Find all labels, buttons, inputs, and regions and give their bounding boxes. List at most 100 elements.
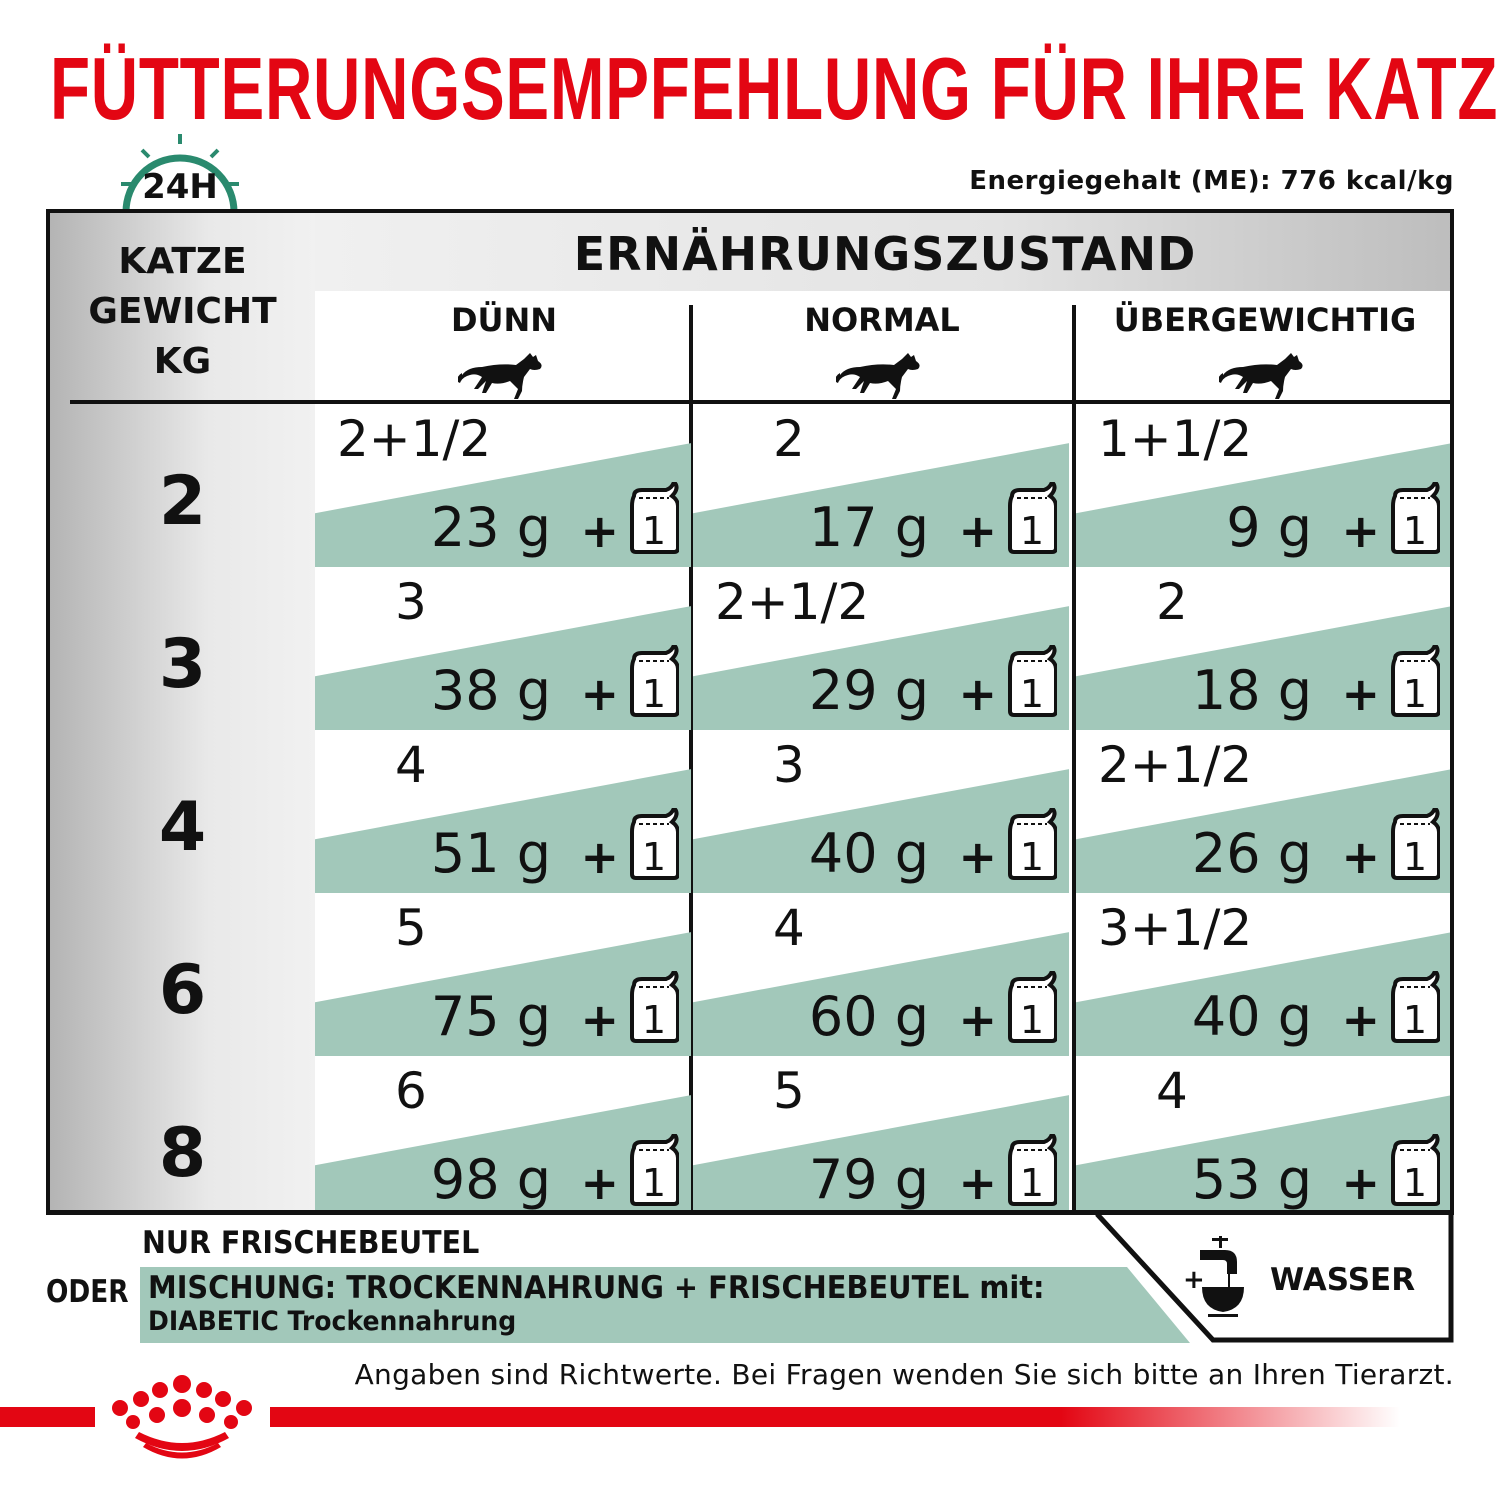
table-cell: 5 79 g +1 — [693, 1056, 1069, 1211]
pouch-icon: 1 — [1008, 1134, 1057, 1206]
legend-mix-line2: DIABETIC Trockennahrung — [148, 1306, 517, 1337]
cat-icon — [836, 353, 920, 399]
plus-sign: + — [1341, 504, 1380, 558]
dry-food-grams: 9 g — [1226, 496, 1312, 559]
pouch-icon: 1 — [1391, 971, 1440, 1043]
cat-icon — [1219, 353, 1303, 399]
weight-header-line2: GEWICHT — [88, 291, 277, 332]
portion-count: 2+1/2 — [1098, 736, 1253, 794]
portion-count: 1+1/2 — [1098, 410, 1253, 468]
disclaimer: Angaben sind Richtwerte. Bei Fragen wend… — [354, 1358, 1454, 1391]
dry-food-grams: 40 g — [1191, 985, 1312, 1048]
pouch-icon: 1 — [1391, 808, 1440, 880]
portion-count: 3 — [395, 573, 427, 631]
plus-sign: + — [580, 1156, 619, 1210]
table-cell: 5 75 g +1 — [315, 893, 691, 1056]
red-stripe — [0, 1407, 95, 1427]
royal-canin-crown-logo — [112, 1375, 252, 1459]
plus-sign: + — [958, 830, 997, 884]
legend-mix-band — [140, 1267, 1190, 1343]
plus-sign: + — [1341, 667, 1380, 721]
dry-food-grams: 53 g — [1191, 1148, 1312, 1211]
column-divider — [1072, 305, 1076, 1210]
plus-sign: + — [580, 667, 619, 721]
table-cell: 2 18 g +1 — [1076, 567, 1450, 730]
pouch-icon: 1 — [630, 645, 679, 717]
legend-mix-line1: MISCHUNG: TROCKENNAHRUNG + FRISCHEBEUTEL… — [148, 1270, 1045, 1306]
table-cell: 4 60 g +1 — [693, 893, 1069, 1056]
portion-count: 3+1/2 — [1098, 899, 1253, 957]
pouch-count: 1 — [642, 835, 666, 879]
plus-sign: + — [1341, 830, 1380, 884]
dry-food-grams: 23 g — [430, 496, 551, 559]
pouch-count: 1 — [1020, 835, 1044, 879]
column-header-0: DÜNN — [315, 301, 693, 399]
portion-count: 6 — [395, 1062, 427, 1120]
dry-food-grams: 40 g — [808, 822, 929, 885]
pouch-count: 1 — [1020, 509, 1044, 553]
table-cell: 3 38 g +1 — [315, 567, 691, 730]
table-cell: 2+1/2 29 g +1 — [693, 567, 1069, 730]
column-header-1: NORMAL — [693, 301, 1071, 399]
pouch-icon: 1 — [630, 482, 679, 554]
water-label: WASSER — [1270, 1262, 1416, 1298]
pouch-icon: 1 — [1391, 482, 1440, 554]
column-header-label: NORMAL — [804, 301, 960, 339]
pouch-count: 1 — [1403, 998, 1427, 1042]
nutrition-state-header: ERNÄHRUNGSZUSTAND — [573, 227, 1197, 281]
portion-count: 2 — [1156, 573, 1188, 631]
table-cell: 6 98 g +1 — [315, 1056, 691, 1211]
table-cell: 3 40 g +1 — [693, 730, 1069, 893]
dry-food-grams: 17 g — [808, 496, 929, 559]
portion-count: 4 — [773, 899, 805, 957]
pouch-count: 1 — [642, 509, 666, 553]
legend-or: ODER — [46, 1274, 129, 1310]
feeding-table: ERNÄHRUNGSZUSTAND KATZE GEWICHT KG DÜNN N… — [46, 209, 1454, 1215]
legend-fresh-only: NUR FRISCHEBEUTEL — [142, 1225, 480, 1261]
pouch-count: 1 — [1020, 672, 1044, 716]
page-title: FÜTTERUNGSEMPFEHLUNG FÜR IHRE KATZE — [50, 39, 1500, 138]
weight-header-line1: KATZE — [118, 241, 247, 282]
dry-food-grams: 29 g — [808, 659, 929, 722]
pouch-count: 1 — [1403, 672, 1427, 716]
dry-food-grams: 75 g — [430, 985, 551, 1048]
table-cell: 4 51 g +1 — [315, 730, 691, 893]
table-cell: 2 17 g +1 — [693, 404, 1069, 567]
dry-food-grams: 60 g — [808, 985, 929, 1048]
pouch-icon: 1 — [630, 1134, 679, 1206]
pouch-icon: 1 — [1391, 645, 1440, 717]
table-cell: 2+1/2 23 g +1 — [315, 404, 691, 567]
weight-column-bg — [50, 213, 315, 1210]
clock-24h-icon: 24H — [121, 134, 239, 212]
header-divider — [70, 400, 1450, 404]
plus-sign: + — [1341, 993, 1380, 1047]
plus-sign: + — [580, 993, 619, 1047]
dry-food-grams: 98 g — [430, 1148, 551, 1211]
clock-label: 24H — [142, 167, 218, 207]
column-divider — [689, 305, 693, 1210]
pouch-count: 1 — [1020, 1161, 1044, 1205]
dry-food-grams: 18 g — [1191, 659, 1312, 722]
portion-count: 2+1/2 — [715, 573, 870, 631]
portion-count: 5 — [773, 1062, 805, 1120]
portion-count: 3 — [773, 736, 805, 794]
red-stripe — [270, 1407, 1400, 1427]
plus-sign: + — [580, 504, 619, 558]
weight-value: 4 — [158, 788, 207, 867]
table-cell: 3+1/2 40 g +1 — [1076, 893, 1450, 1056]
pouch-count: 1 — [642, 1161, 666, 1205]
energy-content: Energiegehalt (ME): 776 kcal/kg — [969, 166, 1454, 196]
plus-sign: + — [958, 1156, 997, 1210]
dry-food-grams: 26 g — [1191, 822, 1312, 885]
weight-header-line3: KG — [153, 341, 212, 382]
dry-food-grams: 38 g — [430, 659, 551, 722]
portion-count: 2 — [773, 410, 805, 468]
pouch-count: 1 — [1403, 835, 1427, 879]
pouch-icon: 1 — [1008, 482, 1057, 554]
pouch-count: 1 — [1403, 509, 1427, 553]
dry-food-grams: 79 g — [808, 1148, 929, 1211]
water-tap-icon — [1200, 1236, 1244, 1317]
weight-value: 3 — [158, 625, 207, 704]
portion-count: 5 — [395, 899, 427, 957]
pouch-count: 1 — [642, 998, 666, 1042]
